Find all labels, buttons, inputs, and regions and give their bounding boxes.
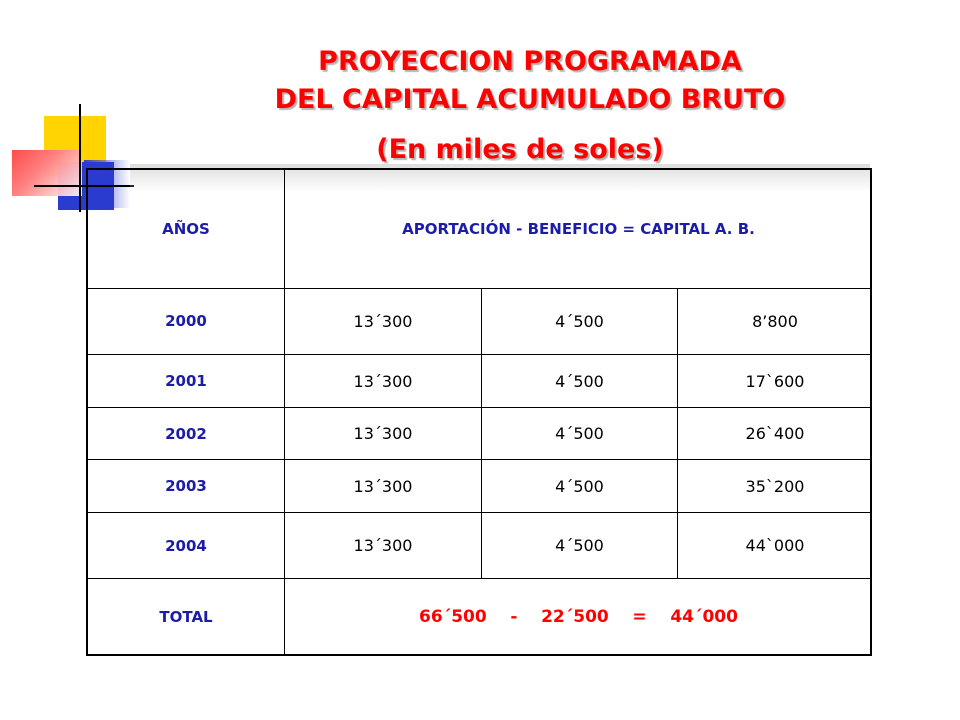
table-col-divider xyxy=(284,170,285,654)
row-beneficio: 4´500 xyxy=(555,311,604,331)
row-beneficio: 4´500 xyxy=(555,476,604,496)
row-aportacion: 13´300 xyxy=(353,536,413,555)
row-beneficio: 4´500 xyxy=(555,424,604,443)
row-capital: 35`200 xyxy=(745,476,805,496)
total-value: 66´500 - 22´500 = 44´000 xyxy=(419,606,738,627)
table-col-divider xyxy=(677,288,678,578)
decorative-red-gradient xyxy=(12,150,82,196)
row-year: 2003 xyxy=(165,477,207,495)
header-formula: APORTACIÓN - BENEFICIO = CAPITAL A. B. xyxy=(402,220,755,238)
row-beneficio: 4´500 xyxy=(555,371,604,391)
row-aportacion: 13´300 xyxy=(353,371,413,391)
row-beneficio: 4´500 xyxy=(555,536,604,555)
header-years: AÑOS xyxy=(162,220,210,238)
capital-table: AÑOS APORTACIÓN - BENEFICIO = CAPITAL A.… xyxy=(86,168,872,656)
title-line-1: PROYECCION PROGRAMADA xyxy=(318,46,742,77)
row-capital: 44`000 xyxy=(745,536,805,555)
table-row-divider xyxy=(88,288,870,289)
row-capital: 17`600 xyxy=(745,371,805,391)
table-row-divider xyxy=(88,512,870,513)
row-capital: 8’800 xyxy=(752,311,798,331)
row-capital: 26`400 xyxy=(745,424,805,443)
row-year: 2000 xyxy=(165,312,207,330)
title-subtitle: (En miles de soles) xyxy=(376,134,664,165)
total-label: TOTAL xyxy=(159,607,213,626)
decorative-vertical-line xyxy=(79,104,81,212)
row-aportacion: 13´300 xyxy=(353,311,413,331)
row-year: 2002 xyxy=(165,424,207,443)
table-col-divider xyxy=(481,288,482,578)
title-line-2: DEL CAPITAL ACUMULADO BRUTO xyxy=(274,84,786,115)
table-row-divider xyxy=(88,578,870,579)
row-year: 2001 xyxy=(165,372,207,390)
row-year: 2004 xyxy=(165,536,207,555)
row-aportacion: 13´300 xyxy=(353,424,413,443)
table-row-divider xyxy=(88,407,870,408)
table-row-divider xyxy=(88,354,870,355)
table-row-divider xyxy=(88,459,870,460)
row-aportacion: 13´300 xyxy=(353,476,413,496)
decorative-horizontal-line xyxy=(34,185,134,187)
